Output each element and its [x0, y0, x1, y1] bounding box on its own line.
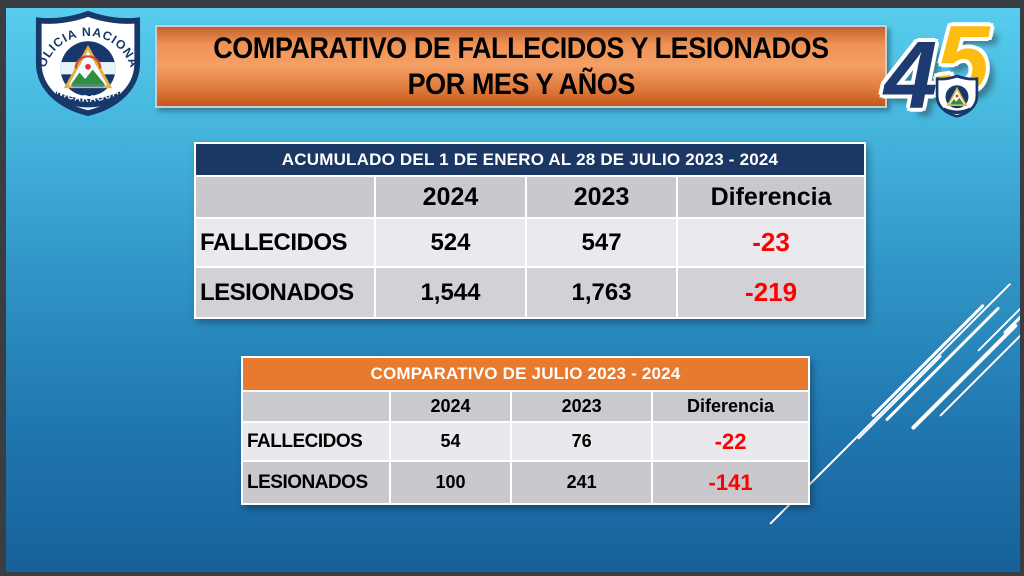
lesionados-diff-value: -219 — [678, 268, 864, 317]
table-julio-title: COMPARATIVO DE JULIO 2023 - 2024 — [243, 358, 808, 390]
column-header-2023: 2023 — [512, 392, 652, 421]
fallecidos-2024-value: 54 — [390, 423, 511, 460]
fallecidos-2023-value: 547 — [527, 219, 677, 266]
slide-background: POLICIA NACIONAL NICARAGUA COMPARATIVO D… — [6, 8, 1020, 572]
title-banner: COMPARATIVO DE FALLECIDOS Y LESIONADOS P… — [155, 25, 887, 108]
column-header-2023: 2023 — [527, 177, 677, 217]
slide-title-line1: COMPARATIVO DE FALLECIDOS Y LESIONADOS — [213, 31, 829, 65]
column-header-diferencia: Diferencia — [653, 392, 808, 421]
table-julio-grid: 2024 2023 Diferencia FALLECIDOS 54 76 -2… — [243, 392, 808, 503]
row-label-fallecidos: FALLECIDOS — [243, 423, 389, 460]
anniversary-45-logo: 4 5 — [878, 12, 1020, 124]
table-comparativo-julio: COMPARATIVO DE JULIO 2023 - 2024 2024 20… — [241, 356, 810, 505]
diagonal-streak — [884, 306, 1001, 422]
table-acumulado-title: ACUMULADO DEL 1 DE ENERO AL 28 DE JULIO … — [196, 144, 864, 175]
diagonal-streak — [857, 354, 943, 440]
slide-title-line2: POR MES Y AÑOS — [407, 67, 635, 101]
anniversary-digit-4: 4 — [884, 22, 938, 129]
table-acumulado-grid: 2024 2023 Diferencia FALLECIDOS 524 547 … — [196, 177, 864, 317]
lesionados-diff-value: -141 — [653, 462, 808, 503]
fallecidos-diff-value: -23 — [678, 219, 864, 266]
fallecidos-2024-value: 524 — [375, 219, 526, 266]
fallecidos-2023-value: 76 — [512, 423, 652, 460]
column-header-empty — [196, 177, 374, 217]
row-label-fallecidos: FALLECIDOS — [196, 219, 374, 266]
column-header-empty — [243, 392, 389, 421]
lesionados-2024-value: 1,544 — [375, 268, 526, 317]
lesionados-2023-value: 1,763 — [527, 268, 677, 317]
diagonal-streak — [870, 303, 985, 418]
anniversary-mini-badge-icon — [934, 74, 980, 123]
lesionados-2023-value: 241 — [512, 462, 652, 503]
row-label-lesionados: LESIONADOS — [243, 462, 389, 503]
column-header-2024: 2024 — [375, 177, 526, 217]
lesionados-2024-value: 100 — [390, 462, 511, 503]
police-badge-icon: POLICIA NACIONAL NICARAGUA — [27, 8, 146, 117]
table-acumulado: ACUMULADO DEL 1 DE ENERO AL 28 DE JULIO … — [194, 142, 866, 319]
column-header-2024: 2024 — [390, 392, 511, 421]
column-header-diferencia: Diferencia — [678, 177, 864, 217]
fallecidos-diff-value: -22 — [653, 423, 808, 460]
row-label-lesionados: LESIONADOS — [196, 268, 374, 317]
